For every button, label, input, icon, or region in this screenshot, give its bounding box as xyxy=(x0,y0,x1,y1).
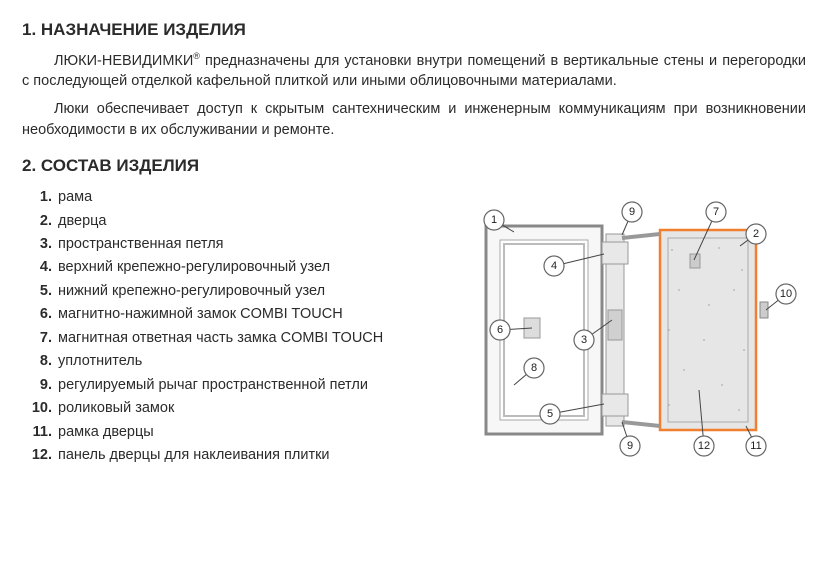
callout-4: 4 xyxy=(544,256,564,276)
item-text: пространственная петля xyxy=(58,233,224,256)
item-text: магнитно-нажимной замок COMBI TOUCH xyxy=(58,303,343,326)
callout-9a: 9 xyxy=(622,202,642,222)
callout-6: 6 xyxy=(490,320,510,340)
item-text: дверца xyxy=(58,210,107,233)
item-number: 2. xyxy=(26,210,52,233)
callout-11: 11 xyxy=(746,436,766,456)
item-text: роликовый замок xyxy=(58,397,174,420)
item-number: 7. xyxy=(26,327,52,350)
list-item: 7. магнитная ответная часть замка COMBI T… xyxy=(26,327,448,350)
item-number: 6. xyxy=(26,303,52,326)
item-number: 11. xyxy=(26,421,52,444)
lower-node xyxy=(602,394,628,416)
para2-text: Люки обеспечивает доступ к скрытым санте… xyxy=(22,101,806,137)
callout-5: 5 xyxy=(540,404,560,424)
item-text: панель дверцы для наклеивания плитки xyxy=(58,444,330,467)
brand-name: ЛЮКИ-НЕВИДИМКИ xyxy=(54,53,193,69)
item-number: 1. xyxy=(26,186,52,209)
item-number: 3. xyxy=(26,233,52,256)
hinge-mid xyxy=(608,310,622,340)
item-text: уплотнитель xyxy=(58,350,142,373)
svg-text:2: 2 xyxy=(753,228,759,240)
svg-text:3: 3 xyxy=(581,334,587,346)
magnet-plate xyxy=(690,254,700,268)
lever-top xyxy=(622,234,660,238)
list-item: 8. уплотнитель xyxy=(26,350,448,373)
callout-12: 12 xyxy=(694,436,714,456)
list-item: 11. рамка дверцы xyxy=(26,421,448,444)
item-number: 9. xyxy=(26,374,52,397)
svg-text:7: 7 xyxy=(713,206,719,218)
svg-text:11: 11 xyxy=(750,440,761,452)
item-text: рама xyxy=(58,186,92,209)
list-item: 5. нижний крепежно-регулировочный узел xyxy=(26,280,448,303)
svg-text:12: 12 xyxy=(698,440,710,452)
intro-paragraph-1: ЛЮКИ-НЕВИДИМКИ® предназначены для устано… xyxy=(22,50,806,91)
list-item: 12. панель дверцы для наклеивания плитки xyxy=(26,444,448,467)
registered-mark: ® xyxy=(193,51,200,61)
item-number: 10. xyxy=(26,397,52,420)
list-item: 6. магнитно-нажимной замок COMBI TOUCH xyxy=(26,303,448,326)
item-text: верхний крепежно-регулировочный узел xyxy=(58,256,330,279)
diagram: 1 9 7 2 4 10 6 3 8 5 9 12 11 xyxy=(454,190,806,470)
svg-text:8: 8 xyxy=(531,362,537,374)
item-text: регулируемый рычаг пространственной петл… xyxy=(58,374,368,397)
list-item: 9. регулируемый рычаг пространственной пе… xyxy=(26,374,448,397)
svg-text:6: 6 xyxy=(497,324,503,336)
svg-text:5: 5 xyxy=(547,408,553,420)
callout-7: 7 xyxy=(706,202,726,222)
list-item: 4. верхний крепежно-регулировочный узел xyxy=(26,256,448,279)
svg-text:4: 4 xyxy=(551,260,557,272)
item-number: 12. xyxy=(26,444,52,467)
section2-heading: 2. СОСТАВ ИЗДЕЛИЯ xyxy=(22,156,806,176)
item-text: магнитная ответная часть замка COMBI TOU… xyxy=(58,327,383,350)
svg-text:10: 10 xyxy=(780,288,792,300)
lever-bottom xyxy=(622,422,660,426)
callout-9b: 9 xyxy=(620,436,640,456)
section1-heading: 1. НАЗНАЧЕНИЕ ИЗДЕЛИЯ xyxy=(22,20,806,40)
callout-8: 8 xyxy=(524,358,544,378)
parts-list: 1. рама 2. дверца 3. пространственная петля… xyxy=(22,186,448,470)
callout-1: 1 xyxy=(484,210,504,230)
content-row: 1. рама 2. дверца 3. пространственная петля… xyxy=(22,186,806,470)
svg-text:9: 9 xyxy=(629,206,635,218)
callout-2: 2 xyxy=(746,224,766,244)
door-panel-fill xyxy=(660,230,756,430)
callout-3: 3 xyxy=(574,330,594,350)
item-number: 5. xyxy=(26,280,52,303)
item-number: 4. xyxy=(26,256,52,279)
list-item: 10. роликовый замок xyxy=(26,397,448,420)
list-item: 1. рама xyxy=(26,186,448,209)
item-number: 8. xyxy=(26,350,52,373)
list-item: 3. пространственная петля xyxy=(26,233,448,256)
list-item: 2. дверца xyxy=(26,210,448,233)
product-diagram-svg: 1 9 7 2 4 10 6 3 8 5 9 12 11 xyxy=(454,190,806,470)
intro-paragraph-2: Люки обеспечивает доступ к скрытым санте… xyxy=(22,99,806,140)
item-text: рамка дверцы xyxy=(58,421,154,444)
svg-text:1: 1 xyxy=(491,214,497,226)
item-text: нижний крепежно-регулировочный узел xyxy=(58,280,325,303)
callout-10: 10 xyxy=(776,284,796,304)
upper-node xyxy=(602,242,628,264)
svg-text:9: 9 xyxy=(627,440,633,452)
